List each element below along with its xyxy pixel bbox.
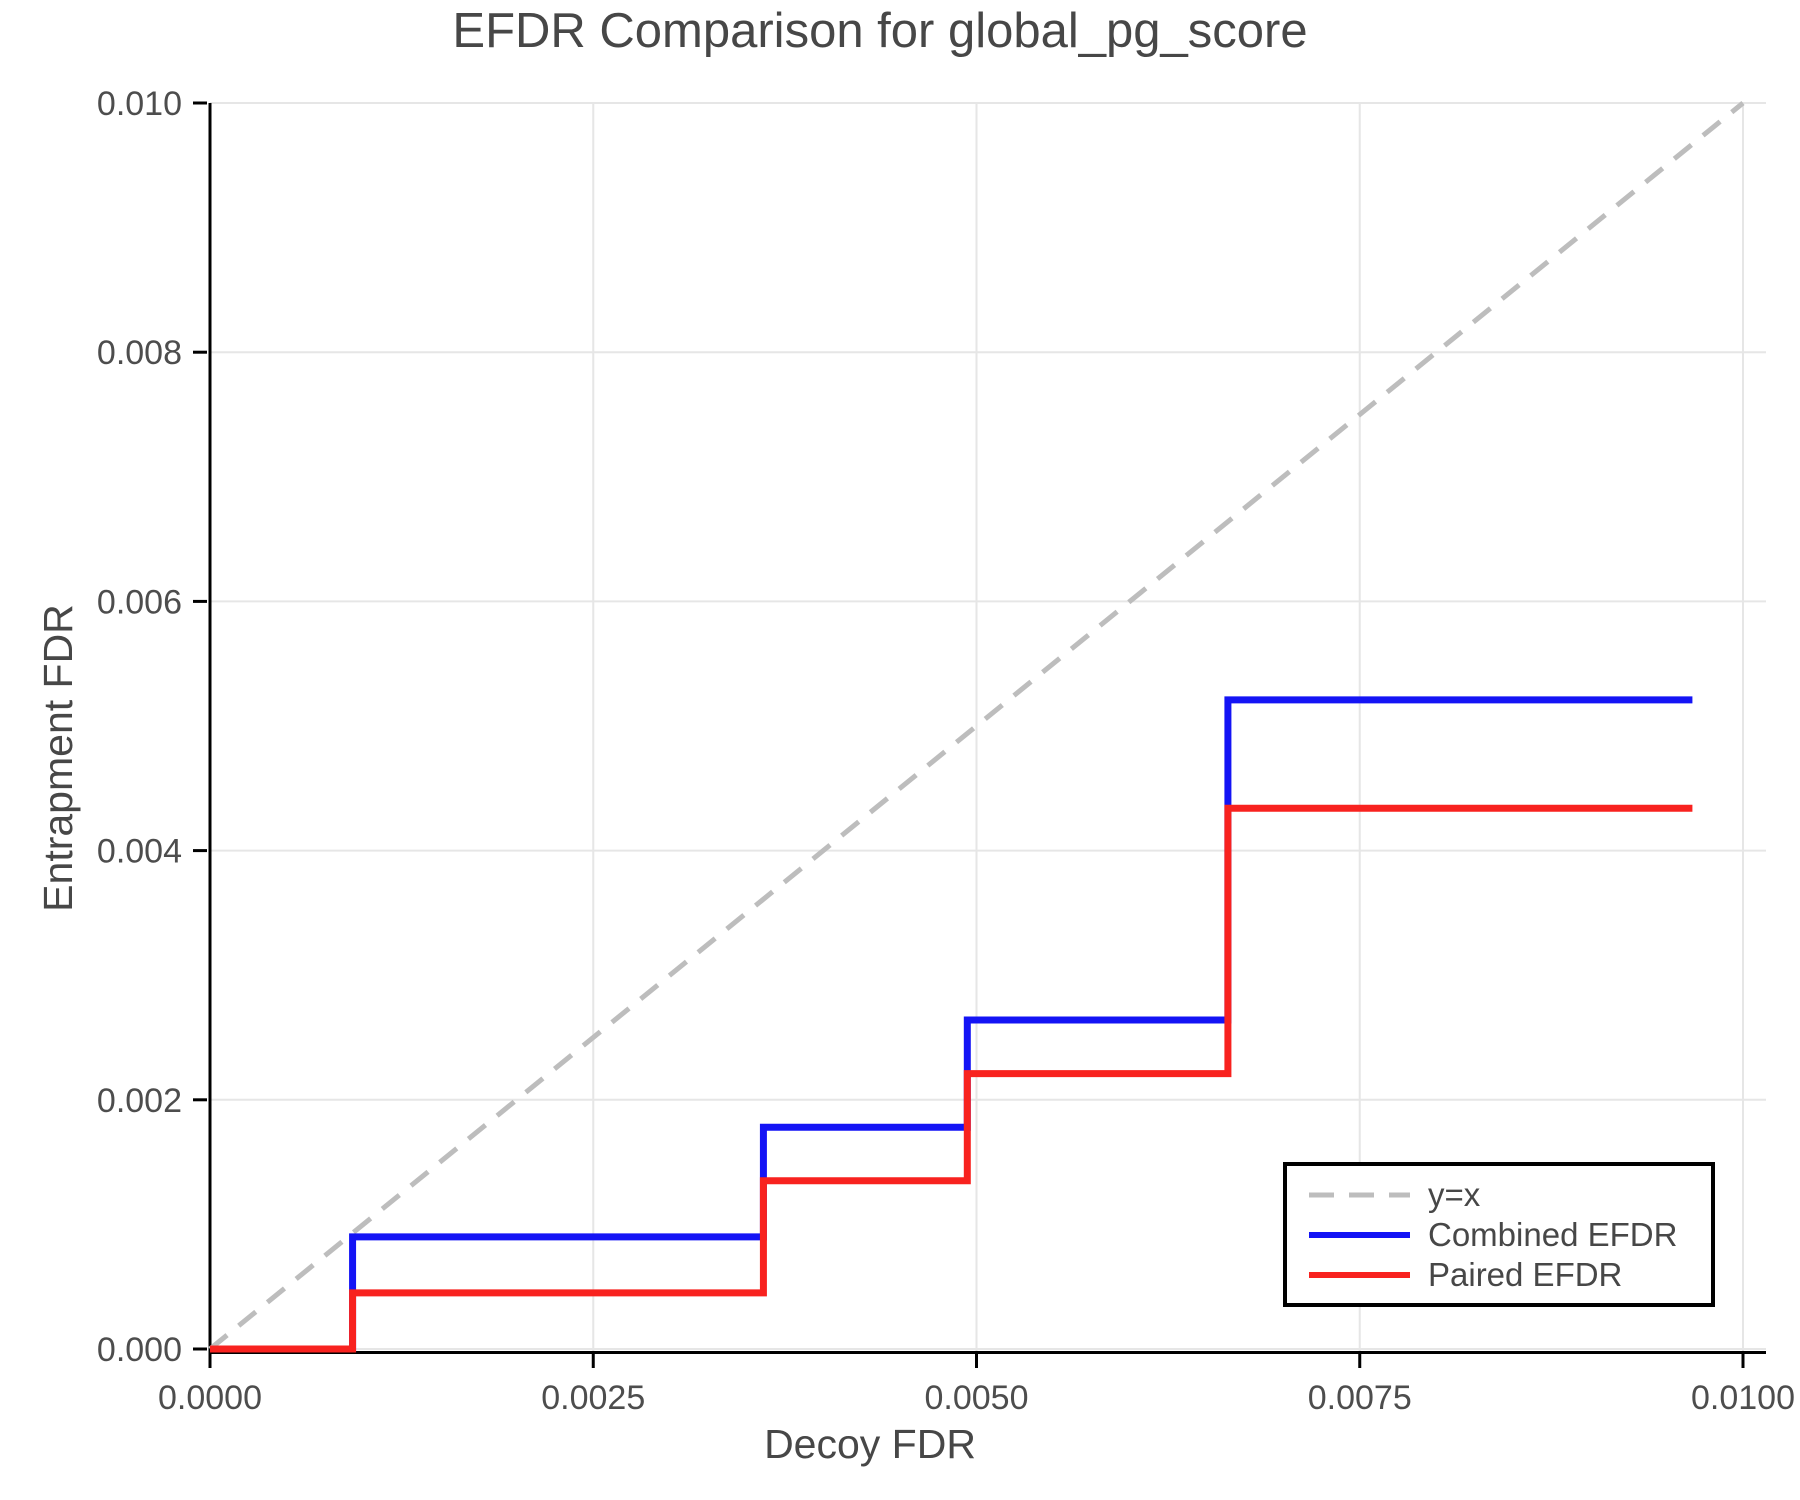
legend-red-line-icon <box>1309 1271 1410 1278</box>
y-tick-label: 0.000 <box>97 1331 182 1369</box>
legend-label-combined-efdr: Combined EFDR <box>1428 1216 1678 1253</box>
series-line-y-x <box>208 101 1745 1351</box>
legend-dashed-line-icon <box>1309 1192 1410 1197</box>
legend-label-paired-efdr: Paired EFDR <box>1428 1256 1623 1293</box>
y-tick-label: 0.010 <box>97 85 182 123</box>
x-axis-title: Decoy FDR <box>764 1421 976 1467</box>
x-tick-label: 0.0100 <box>1691 1379 1795 1417</box>
legend-blue-line-icon <box>1309 1231 1410 1238</box>
y-tick-label: 0.006 <box>97 583 182 621</box>
x-tick-label: 0.0000 <box>158 1379 262 1417</box>
chart-title: EFDR Comparison for global_pg_score <box>452 4 1308 58</box>
legend-label-yx: y=x <box>1428 1176 1481 1213</box>
y-tick-label: 0.002 <box>97 1082 182 1120</box>
chart-legend: y=x Combined EFDR Paired EFDR <box>1283 1162 1715 1307</box>
legend-item-combined-efdr: Combined EFDR <box>1307 1216 1711 1253</box>
y-tick-label: 0.008 <box>97 334 182 372</box>
series-line-paired-efdr <box>210 804 1693 1353</box>
y-tick-label: 0.004 <box>97 833 182 871</box>
y-axis-title: Entrapment FDR <box>35 604 81 912</box>
x-tick-label: 0.0025 <box>541 1379 645 1417</box>
legend-item-paired-efdr: Paired EFDR <box>1307 1256 1711 1293</box>
x-tick-label: 0.0075 <box>1308 1379 1412 1417</box>
legend-item-yx: y=x <box>1307 1176 1711 1213</box>
x-tick-label: 0.0050 <box>925 1379 1029 1417</box>
